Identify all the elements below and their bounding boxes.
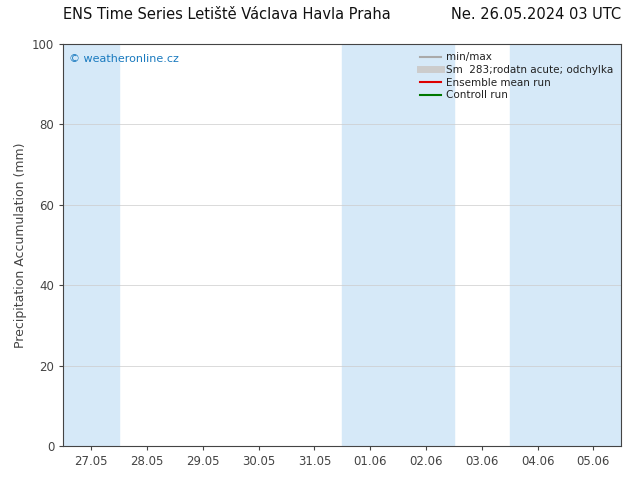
Legend: min/max, Sm  283;rodatn acute; odchylka, Ensemble mean run, Controll run: min/max, Sm 283;rodatn acute; odchylka, … [417,49,616,103]
Y-axis label: Precipitation Accumulation (mm): Precipitation Accumulation (mm) [13,142,27,348]
Text: © weatheronline.cz: © weatheronline.cz [69,54,179,64]
Bar [342,44,454,446]
Bar [510,44,621,446]
Text: Ne. 26.05.2024 03 UTC: Ne. 26.05.2024 03 UTC [451,7,621,22]
Bar [63,44,119,446]
Text: ENS Time Series Letiště Václava Havla Praha: ENS Time Series Letiště Václava Havla Pr… [63,7,391,22]
